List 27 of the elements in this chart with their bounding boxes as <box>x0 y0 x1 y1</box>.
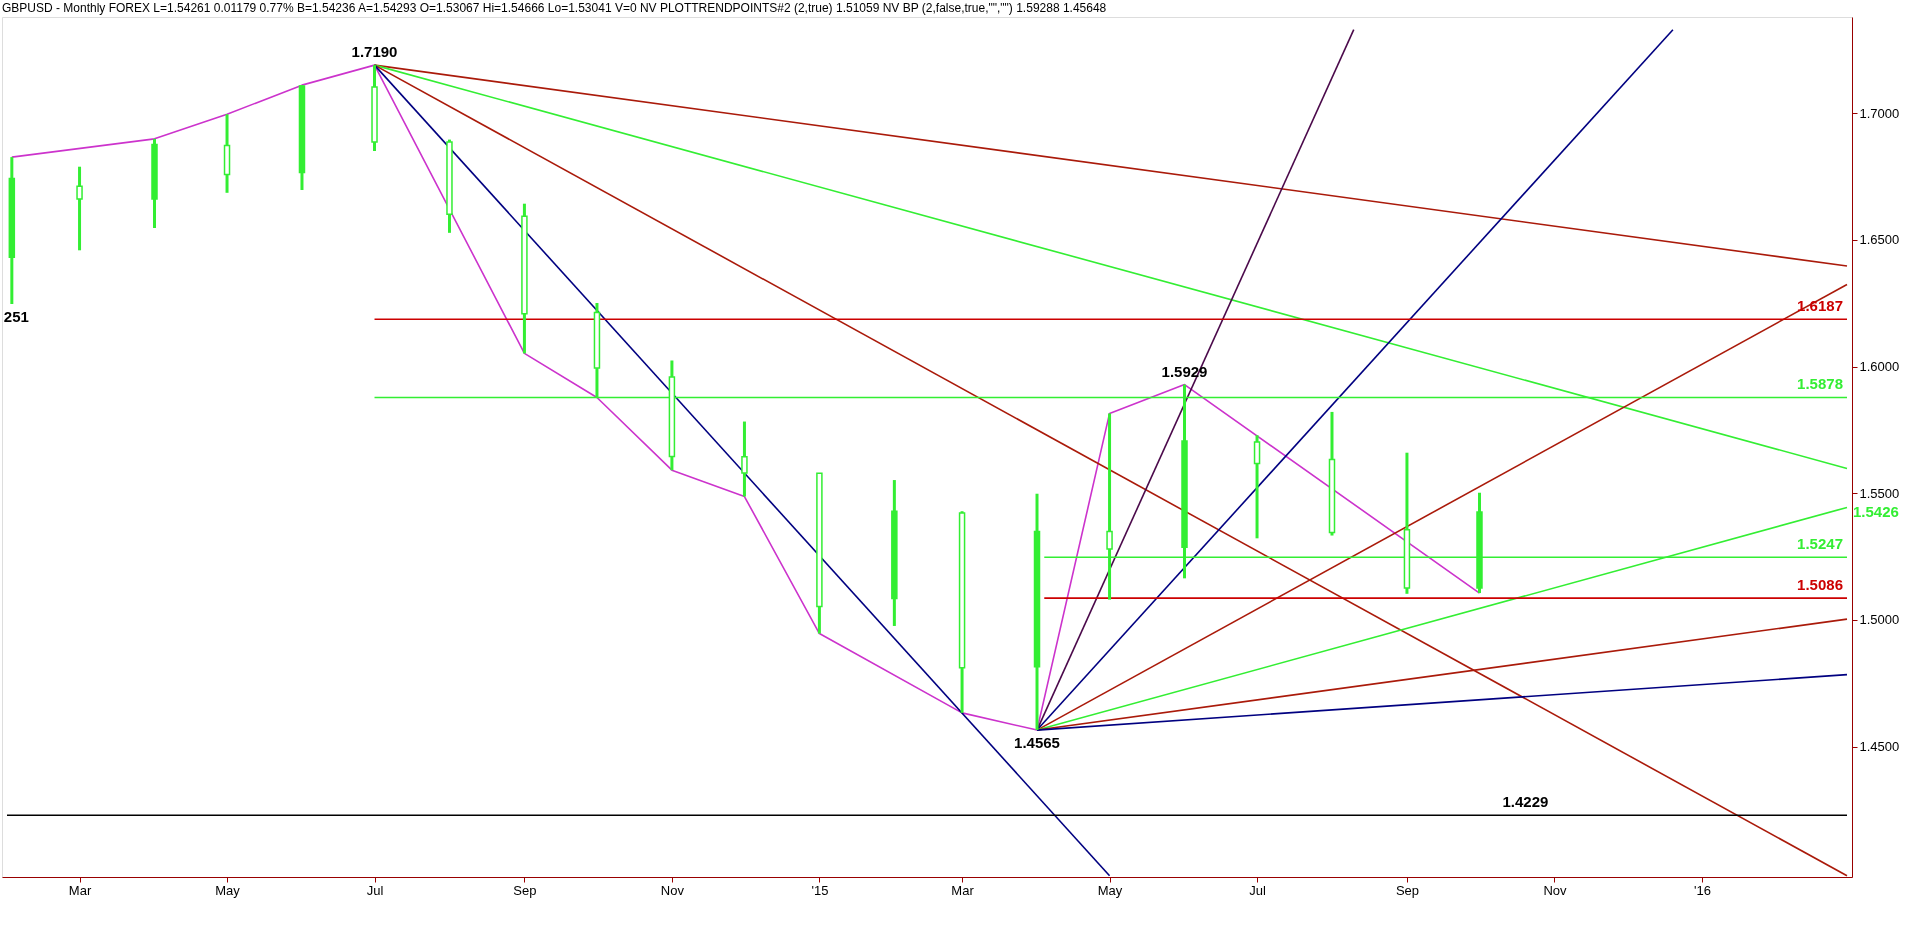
x-tick-label: Nov <box>1543 882 1567 898</box>
x-tick-label: Jul <box>1249 882 1266 898</box>
x-tick-label: May <box>215 882 241 898</box>
x-tick-label: Jul <box>366 882 384 898</box>
y-tick-label: 1.6500 <box>1859 232 1900 248</box>
annotation: 251 <box>3 308 29 325</box>
x-tick-label: '16 <box>1693 882 1711 898</box>
x-tick-label: Mar <box>951 882 975 898</box>
x-tick-label: Nov <box>660 882 685 898</box>
annotation: 1.4229 <box>1502 793 1549 811</box>
y-tick-label: 1.5500 <box>1859 485 1900 501</box>
annotation: 1.7190 <box>351 43 398 61</box>
x-tick-label: Sep <box>513 882 537 898</box>
chart-title: GBPUSD - Monthly FOREX L=1.54261 0.01179 0.77% B=1.54236 A=1.54293 O=1.53067 Hi=1.54666 Lo=1.53041 V=0 NV PLOTTRENDPOINTS#2 (2,true) 1.51059 NV BP (2,false,true,"","") 1.59288 1.45648 <box>2 1 1107 15</box>
x-tick-label: Sep <box>1395 882 1420 898</box>
series-label: 1.5086 <box>1797 576 1843 594</box>
x-tick-label: '15 <box>811 882 829 898</box>
x-tick-label: May <box>1097 882 1123 898</box>
y-tick-label: 1.6000 <box>1859 359 1900 375</box>
annotation: 1.5426 <box>1853 502 1899 520</box>
series-label: 1.5247 <box>1797 535 1843 553</box>
y-tick-label: 1.5000 <box>1859 612 1900 628</box>
y-tick-label: 1.7000 <box>1859 105 1900 121</box>
annotation: 1.4565 <box>1014 734 1060 752</box>
y-tick-label: 1.4500 <box>1859 739 1900 755</box>
x-tick-label: Mar <box>68 882 92 898</box>
series-label: 1.5878 <box>1797 375 1843 393</box>
